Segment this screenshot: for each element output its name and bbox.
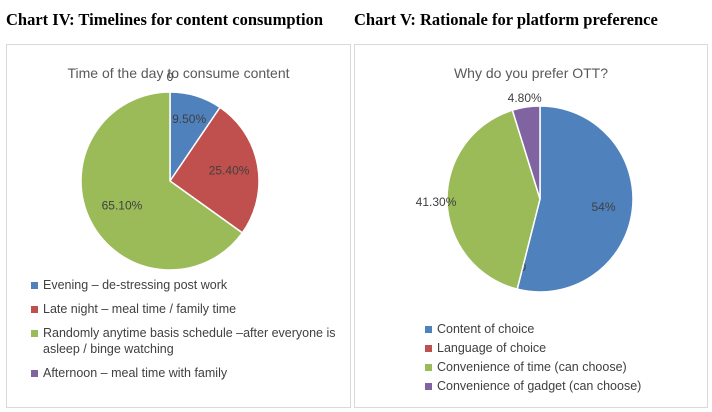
data-label-convenience-of-gadget-can-choose: 4.80% xyxy=(508,91,542,105)
legend-swatch xyxy=(31,370,38,377)
legend-label: Randomly anytime basis schedule –after e… xyxy=(43,326,336,356)
chart-v-legend: Content of choice Language of choice Conve… xyxy=(425,321,685,397)
chart-iv-panel: Time of the day to consume content 9.50%… xyxy=(6,44,351,408)
legend-label: Content of choice xyxy=(437,322,535,336)
chart-v-caption: Chart V: Rationale for platform preferen… xyxy=(354,10,658,29)
legend-swatch xyxy=(31,306,38,313)
pie-slice-late-night-meal-time-family-time xyxy=(168,106,260,234)
chart-v-pie: 54%041.30%4.80% xyxy=(416,91,634,293)
pie-slice-randomly-anytime-basis-schedule-after-everyone-is-asleep-binge-watching xyxy=(80,91,244,271)
legend-swatch xyxy=(425,383,432,390)
legend-label: Evening – de-stressing post work xyxy=(43,278,228,292)
legend-swatch xyxy=(425,364,432,371)
pie-slice-content-of-choice xyxy=(516,105,634,293)
pie-slice-convenience-of-time-can-choose xyxy=(446,109,541,291)
data-label-convenience-of-time-can-choose: 41.30% xyxy=(416,195,457,209)
data-label-randomly-anytime-basis-schedule-after-everyone-is-asleep-binge-watching: 65.10% xyxy=(102,199,143,213)
pie-slice-convenience-of-gadget-can-choose xyxy=(511,105,541,200)
chart-iv-title: Time of the day to consume content xyxy=(67,65,290,81)
legend-swatch xyxy=(425,345,432,352)
legend-swatch xyxy=(31,282,38,289)
data-label-content-of-choice: 54% xyxy=(591,200,615,214)
legend-label: Convenience of gadget (can choose) xyxy=(437,379,642,393)
data-label-late-night-meal-time-family-time: 25.40% xyxy=(209,163,250,177)
legend-item-evening-de-stressing-post-work: Evening – de-stressing post work xyxy=(31,277,347,293)
legend-item-language-of-choice: Language of choice xyxy=(425,340,685,356)
legend-item-convenience-of-time-can-choose: Convenience of time (can choose) xyxy=(425,359,685,375)
legend-swatch xyxy=(31,330,38,337)
legend-item-afternoon-meal-time-with-family: Afternoon – meal time with family xyxy=(31,365,347,381)
legend-item-late-night-meal-time-family-time: Late night – meal time / family time xyxy=(31,301,347,317)
chart-iv-pie: 9.50% 25.40% 65.10% 0 xyxy=(80,70,260,271)
chart-iv-caption: Chart IV: Timelines for content consumpt… xyxy=(6,10,324,29)
chart-v-title: Why do you prefer OTT? xyxy=(453,65,609,81)
legend-swatch xyxy=(425,326,432,333)
legend-item-content-of-choice: Content of choice xyxy=(425,321,685,337)
legend-item-convenience-of-gadget-can-choose: Convenience of gadget (can choose) xyxy=(425,378,685,394)
data-label-afternoon-meal-time-with-family: 0 xyxy=(167,70,174,84)
chart-v-panel: Why do you prefer OTT? 54%041.30%4.80% C… xyxy=(354,44,708,408)
data-label-evening-de-stressing-post-work: 9.50% xyxy=(172,112,206,126)
legend-label: Late night – meal time / family time xyxy=(43,302,237,316)
chart-iv-legend: Evening – de-stressing post work Late nig… xyxy=(31,277,347,389)
legend-label: Language of choice xyxy=(437,341,547,355)
legend-item-randomly-anytime-basis-schedule-after-everyone-is-asleep-binge-watching: Randomly anytime basis schedule –after e… xyxy=(31,325,347,357)
legend-label: Convenience of time (can choose) xyxy=(437,360,627,374)
legend-label: Afternoon – meal time with family xyxy=(43,366,228,380)
